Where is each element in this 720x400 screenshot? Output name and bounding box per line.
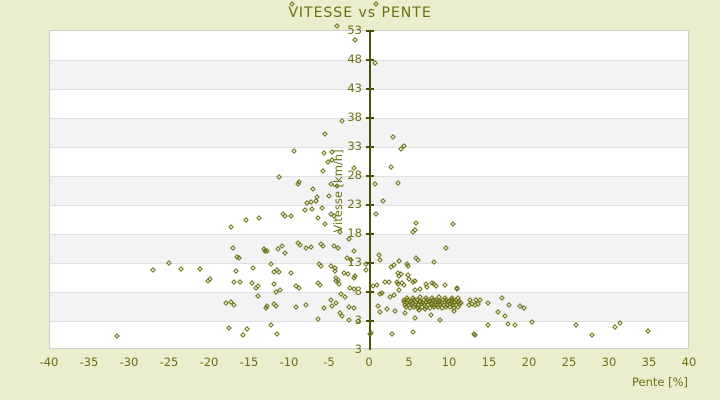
data-point (413, 220, 420, 226)
data-point (450, 221, 457, 227)
data-point (250, 265, 257, 272)
data-point (271, 281, 277, 287)
data-point (178, 265, 185, 272)
data-point (227, 224, 234, 230)
data-point (150, 267, 157, 273)
y-tick-label: 8 (354, 284, 362, 298)
y-axis-tick (366, 204, 374, 206)
x-tick-label: 40 (681, 355, 697, 369)
y-axis-title: Vitesse [km/h] (331, 149, 345, 233)
y-axis-tick (366, 88, 374, 90)
y-axis-tick (366, 262, 374, 264)
data-point (274, 330, 281, 337)
data-point (645, 328, 652, 335)
data-point (282, 213, 289, 219)
data-point (287, 213, 294, 219)
y-tick-label: 48 (347, 52, 362, 66)
data-point (243, 326, 250, 332)
data-point (573, 322, 580, 328)
y-tick-label: 13 (347, 255, 362, 269)
data-point (616, 319, 623, 326)
data-point (363, 261, 369, 267)
data-point (287, 270, 294, 276)
data-point (389, 330, 396, 337)
y-tick-label: 28 (347, 168, 362, 182)
x-tick-label: -10 (279, 355, 299, 369)
data-point (243, 217, 249, 223)
x-tick-label: 20 (521, 355, 537, 369)
data-point (295, 285, 302, 291)
data-point (423, 283, 430, 290)
data-point (226, 325, 233, 331)
chart-title: VITESSE vs PENTE (288, 5, 432, 21)
x-tick-label: -5 (323, 355, 335, 369)
y-axis-tick (366, 320, 374, 322)
data-point (275, 269, 282, 276)
data-point (302, 207, 309, 214)
data-point (485, 322, 492, 328)
x-tick-label: -35 (79, 355, 99, 369)
data-point (363, 267, 369, 273)
plot-area (49, 0, 689, 350)
x-tick-label: -30 (119, 355, 139, 369)
data-point (236, 279, 243, 285)
y-tick-label: 53 (347, 23, 362, 37)
x-tick-label: -20 (199, 355, 219, 369)
data-point (442, 282, 449, 288)
y-axis-line (369, 31, 371, 350)
y-axis-tick (366, 233, 374, 235)
data-point (291, 148, 297, 154)
y-tick-label: 43 (347, 81, 362, 95)
y-tick-label: 38 (347, 110, 362, 124)
x-tick-label: 15 (481, 355, 497, 369)
x-axis-title: Pente [%] (632, 375, 689, 389)
x-tick-label: -40 (39, 355, 59, 369)
y-axis-tick (366, 291, 374, 293)
data-point (611, 323, 618, 330)
data-point (196, 265, 203, 272)
y-tick-label: 33 (347, 139, 362, 153)
data-point (255, 214, 262, 221)
y-axis-tick (366, 117, 374, 119)
y-tick-label: 3 (354, 313, 362, 327)
data-point (401, 282, 408, 288)
y-axis-tick (366, 175, 374, 177)
data-point (309, 206, 316, 212)
data-point (267, 261, 274, 267)
data-point (344, 271, 351, 277)
y-axis-tick (366, 30, 374, 32)
data-point (410, 329, 417, 335)
x-tick-label: 10 (441, 355, 457, 369)
data-point (373, 210, 380, 217)
data-point (239, 332, 246, 338)
data-point (320, 149, 327, 156)
data-point (433, 283, 440, 290)
x-tick-label: 0 (365, 355, 373, 369)
y-axis-tick (366, 59, 374, 61)
data-point (589, 332, 596, 338)
data-point (114, 333, 121, 339)
data-point (248, 280, 255, 287)
y-axis-tick (366, 146, 374, 148)
data-point (267, 322, 274, 328)
x-tick-label: 35 (641, 355, 657, 369)
x-tick-label: 5 (405, 355, 413, 369)
y-tick-label: 18 (347, 226, 362, 240)
y-tick-label: 23 (347, 197, 362, 211)
data-point (351, 36, 358, 43)
data-point (232, 268, 239, 274)
x-tick-label: 25 (561, 355, 577, 369)
x-tick-label: 30 (601, 355, 617, 369)
x-tick-label: -25 (159, 355, 179, 369)
data-point (315, 214, 321, 221)
data-point (387, 163, 394, 170)
data-point (367, 329, 374, 336)
data-point (386, 279, 393, 285)
y-axis-end-label: 3 (354, 342, 362, 356)
data-point (511, 322, 518, 328)
x-tick-label: -15 (239, 355, 259, 369)
data-point (231, 279, 237, 285)
